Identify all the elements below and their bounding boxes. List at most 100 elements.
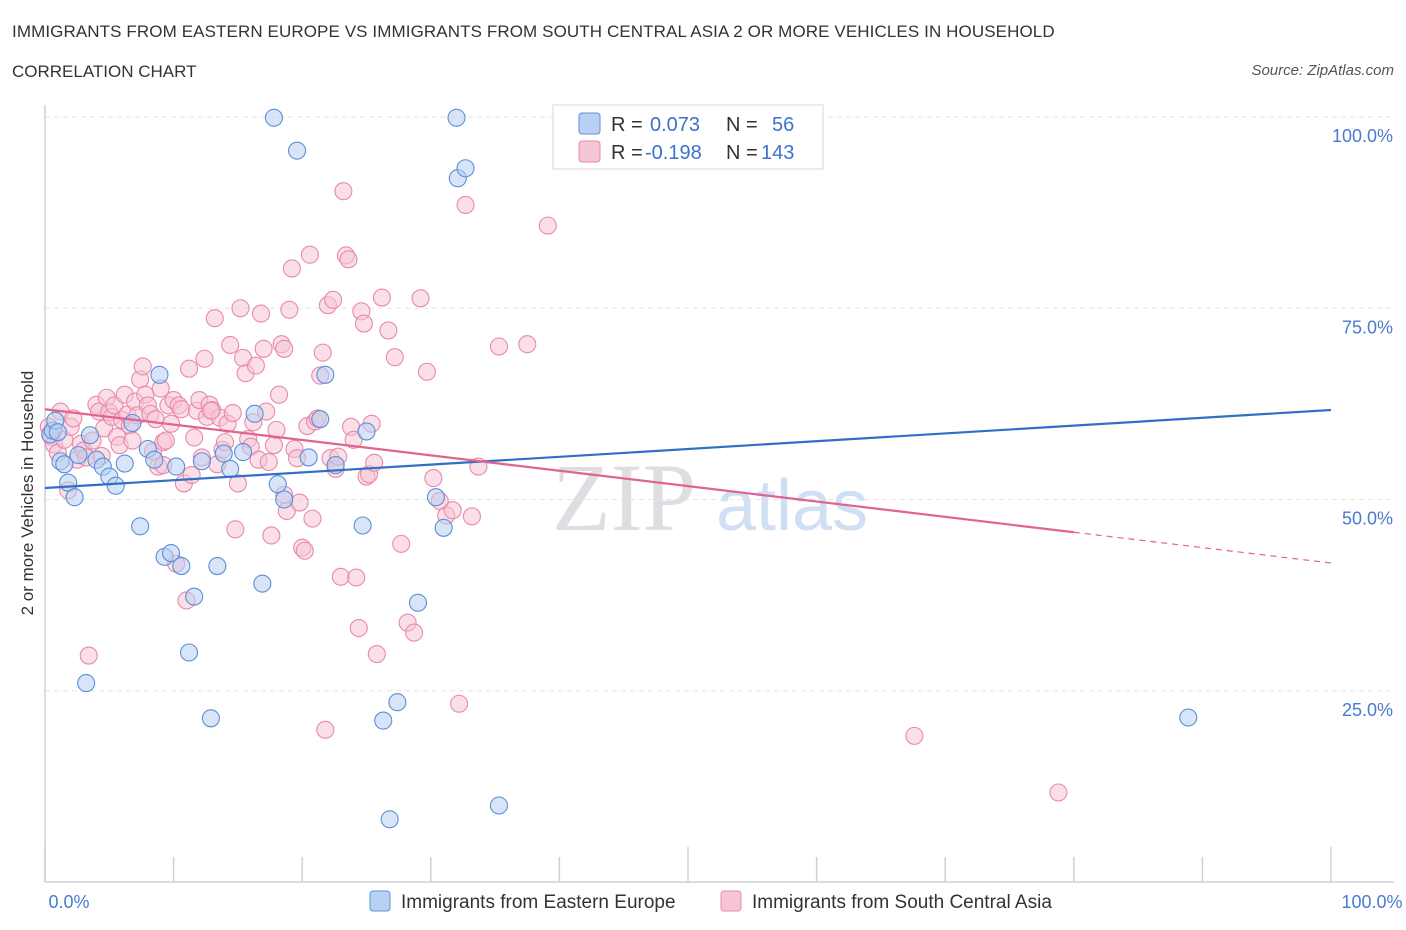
point-eastern-europe (434, 518, 453, 537)
point-south-central-asia (295, 541, 314, 560)
point-south-central-asia (221, 335, 240, 355)
point-eastern-europe (275, 490, 294, 509)
point-south-central-asia (372, 288, 391, 307)
legend-pink-r-value: -0.198 (645, 142, 702, 164)
point-south-central-asia (267, 420, 286, 439)
point-south-central-asia (462, 507, 482, 526)
point-south-central-asia (254, 339, 273, 358)
point-south-central-asia (275, 339, 294, 358)
x-tick-label-max: 100.0% (1341, 892, 1402, 912)
point-south-central-asia (179, 359, 199, 378)
axes (44, 105, 1394, 883)
point-eastern-europe (179, 643, 199, 662)
x-tick-label-min: 0.0% (48, 892, 89, 912)
point-eastern-europe (268, 475, 287, 494)
point-eastern-europe (150, 365, 169, 384)
point-south-central-asia (443, 501, 462, 520)
point-south-central-asia (538, 216, 557, 235)
point-south-central-asia (201, 401, 220, 420)
point-south-central-asia (146, 410, 165, 429)
point-eastern-europe (489, 796, 509, 815)
point-south-central-asia (282, 259, 301, 278)
point-eastern-europe (115, 454, 134, 473)
point-eastern-europe (221, 459, 240, 478)
point-south-central-asia (354, 314, 373, 333)
grid-lines (45, 116, 1394, 692)
point-south-central-asia (316, 720, 335, 739)
point-eastern-europe (77, 674, 96, 693)
point-south-central-asia (424, 469, 443, 488)
point-eastern-europe (288, 141, 307, 160)
point-eastern-europe (65, 488, 84, 507)
y-axis-label: 2 or more Vehicles in Household (18, 371, 37, 616)
source-credit: Source: ZipAtlas.com (1251, 62, 1394, 79)
point-eastern-europe (80, 426, 100, 445)
point-south-central-asia (339, 250, 358, 269)
point-south-central-asia (417, 362, 436, 381)
watermark-atlas: atlas (716, 466, 868, 546)
trend-lines (44, 408, 1332, 564)
point-south-central-asia (367, 644, 386, 664)
point-eastern-europe (253, 574, 272, 593)
point-eastern-europe (353, 516, 372, 535)
point-south-central-asia (324, 290, 343, 309)
bottom-legend-swatch-blue (369, 890, 391, 912)
point-eastern-europe (131, 517, 150, 536)
point-south-central-asia (172, 400, 191, 419)
point-south-central-asia (405, 623, 424, 642)
point-eastern-europe (123, 413, 142, 433)
point-eastern-europe (172, 557, 191, 576)
point-south-central-asia (228, 474, 247, 493)
y-tick-label: 50.0% (1342, 509, 1393, 529)
trend-line-south-central-asia (44, 408, 1074, 534)
watermark-zip: ZIP (552, 444, 696, 551)
point-south-central-asia (489, 337, 509, 356)
y-tick-label: 100.0% (1332, 126, 1393, 146)
point-eastern-europe (299, 448, 318, 467)
y-tick-label: 75.0% (1342, 317, 1393, 337)
point-eastern-europe (233, 443, 253, 462)
point-south-central-asia (185, 428, 204, 447)
point-south-central-asia (334, 182, 353, 201)
legend-blue-r-label: R = (611, 114, 643, 136)
point-south-central-asia (349, 618, 368, 638)
y-axis-tick-labels: 100.0% 75.0% 50.0% 25.0% (1332, 126, 1393, 720)
point-south-central-asia (411, 289, 430, 308)
point-eastern-europe (374, 711, 393, 730)
point-eastern-europe (408, 593, 427, 612)
point-south-central-asia (300, 245, 319, 264)
point-eastern-europe (201, 709, 220, 728)
point-south-central-asia (205, 309, 224, 328)
point-south-central-asia (259, 452, 278, 472)
point-south-central-asia (456, 195, 475, 215)
point-south-central-asia (344, 430, 363, 449)
point-south-central-asia (1049, 783, 1068, 802)
bottom-legend-swatch-pink (720, 890, 742, 912)
legend-blue-n-value: 56 (772, 114, 794, 136)
legend-pink-r-label: R = (611, 142, 643, 164)
legend-pink-n-label: N = (726, 142, 758, 164)
point-south-central-asia (195, 349, 214, 368)
legend-blue-n-label: N = (726, 114, 758, 136)
chart-title: IMMIGRANTS FROM EASTERN EUROPE VS IMMIGR… (12, 22, 1055, 41)
point-south-central-asia (450, 694, 469, 713)
point-south-central-asia (226, 520, 245, 539)
point-south-central-asia (133, 357, 152, 376)
point-south-central-asia (123, 431, 142, 450)
bottom-legend-label-blue: Immigrants from Eastern Europe (401, 892, 676, 913)
point-south-central-asia (264, 436, 283, 455)
point-eastern-europe (1179, 708, 1198, 727)
point-south-central-asia (246, 356, 265, 375)
legend-pink-n-value: 143 (761, 142, 794, 164)
trend-line-south-central-asia-extension (1073, 531, 1332, 564)
point-south-central-asia (290, 493, 309, 512)
point-eastern-europe (145, 450, 164, 469)
point-eastern-europe (208, 557, 227, 576)
point-south-central-asia (303, 509, 322, 528)
point-eastern-europe (388, 693, 407, 712)
point-eastern-europe (214, 444, 233, 463)
series-eastern-europe (41, 108, 1198, 829)
x-axis-ticks (44, 847, 1332, 882)
point-eastern-europe (69, 446, 88, 465)
